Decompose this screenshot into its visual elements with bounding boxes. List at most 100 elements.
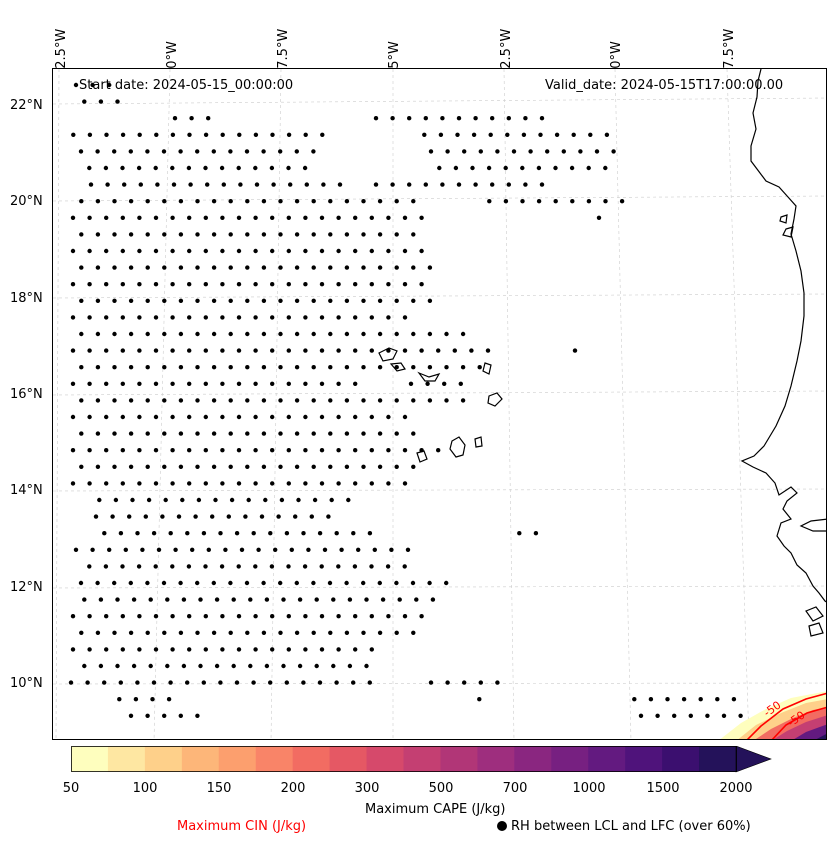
rh-dot	[211, 232, 217, 237]
rh-dot	[268, 680, 273, 685]
rh-dot	[128, 398, 134, 403]
rh-dot	[228, 298, 233, 303]
rh-dot	[603, 199, 608, 204]
rh-dot	[145, 199, 150, 204]
rh-dot	[394, 232, 399, 237]
rh-dot	[344, 265, 350, 270]
rh-dot	[397, 597, 402, 602]
rh-dot	[70, 614, 76, 619]
rh-dot	[344, 630, 350, 635]
rh-dot	[270, 282, 275, 287]
rh-dot	[270, 348, 275, 353]
rh-dot	[419, 348, 424, 353]
rh-dot	[82, 99, 87, 104]
rh-dot	[145, 331, 150, 337]
rh-dot	[245, 232, 250, 237]
rh-dot	[377, 199, 383, 204]
rh-dot	[95, 630, 101, 635]
rh-dot	[178, 331, 184, 337]
rh-dot	[253, 282, 258, 287]
rh-dot	[603, 165, 608, 171]
rh-dot	[377, 365, 383, 370]
rh-dot	[586, 165, 591, 171]
rh-dot	[427, 365, 433, 370]
rh-dot	[361, 630, 366, 635]
coastline	[740, 69, 826, 637]
rh-dot	[145, 149, 150, 154]
lat-label-12n: 12°N	[10, 580, 43, 595]
rh-dot	[98, 99, 104, 104]
rh-dot	[312, 497, 318, 503]
rh-dot	[561, 149, 566, 154]
rh-dot	[377, 431, 383, 436]
rh-dot	[236, 381, 242, 386]
rh-dot	[311, 232, 316, 237]
rh-dot	[495, 149, 500, 154]
rh-dot	[137, 481, 142, 486]
rh-dot	[120, 448, 126, 453]
rh-dot	[145, 232, 150, 237]
rh-dot	[162, 199, 167, 204]
rh-dot	[571, 132, 576, 137]
rh-dot	[231, 663, 236, 669]
colorbar-swatch	[144, 746, 183, 772]
rh-dot	[187, 481, 192, 486]
rh-dot	[523, 182, 528, 187]
rh-dot	[102, 680, 107, 685]
rh-dot	[284, 680, 289, 685]
rh-dot	[281, 663, 286, 669]
rh-dot	[136, 564, 142, 569]
island-sao-vicente	[389, 362, 406, 372]
rh-dot	[196, 497, 202, 503]
rh-dot	[118, 680, 124, 685]
rh-dot	[98, 597, 104, 602]
rh-dot	[170, 481, 175, 486]
rh-dot	[336, 414, 341, 420]
rh-dot	[187, 215, 192, 220]
rh-dot	[731, 697, 737, 702]
rh-dot	[112, 331, 117, 337]
rh-dot	[151, 531, 157, 536]
rh-dot	[170, 614, 175, 619]
rh-dot	[162, 298, 167, 303]
rh-dot	[487, 199, 492, 204]
rh-dot	[336, 564, 341, 569]
rh-dot	[488, 132, 493, 137]
rh-dot	[303, 315, 308, 320]
rh-dot	[385, 564, 391, 569]
rh-dot	[301, 680, 306, 685]
rh-dot	[278, 431, 283, 436]
rh-dot	[294, 199, 300, 204]
rh-dot	[278, 580, 283, 586]
rh-dot	[402, 614, 408, 619]
rh-dot	[286, 348, 291, 353]
rh-dot	[311, 630, 316, 635]
rh-dot	[353, 282, 358, 287]
rh-stippling	[68, 82, 743, 718]
rh-dot	[79, 199, 84, 204]
rh-dot	[120, 248, 126, 254]
rh-dot	[253, 448, 258, 453]
rh-dot	[228, 398, 233, 403]
rh-dot	[220, 481, 225, 486]
rh-dot	[373, 182, 379, 187]
rh-dot	[411, 398, 416, 403]
rh-dot	[319, 481, 325, 486]
rh-dot	[270, 414, 275, 420]
colorbar-swatch	[255, 746, 294, 772]
lat-label-22n: 22°N	[10, 98, 43, 113]
rh-dot	[104, 381, 109, 386]
gridline-lon	[614, 69, 632, 739]
rh-dot	[264, 597, 270, 602]
rh-dot	[351, 531, 356, 536]
rh-dot	[427, 265, 433, 270]
rh-dot	[201, 680, 206, 685]
rh-dot	[195, 265, 200, 270]
rh-dot	[161, 149, 167, 154]
rh-dot	[79, 630, 84, 635]
rh-dot	[361, 431, 366, 436]
rh-dot	[394, 331, 399, 337]
gridline-lat	[53, 585, 826, 589]
rh-dot	[120, 647, 126, 652]
rh-dot	[356, 547, 361, 552]
